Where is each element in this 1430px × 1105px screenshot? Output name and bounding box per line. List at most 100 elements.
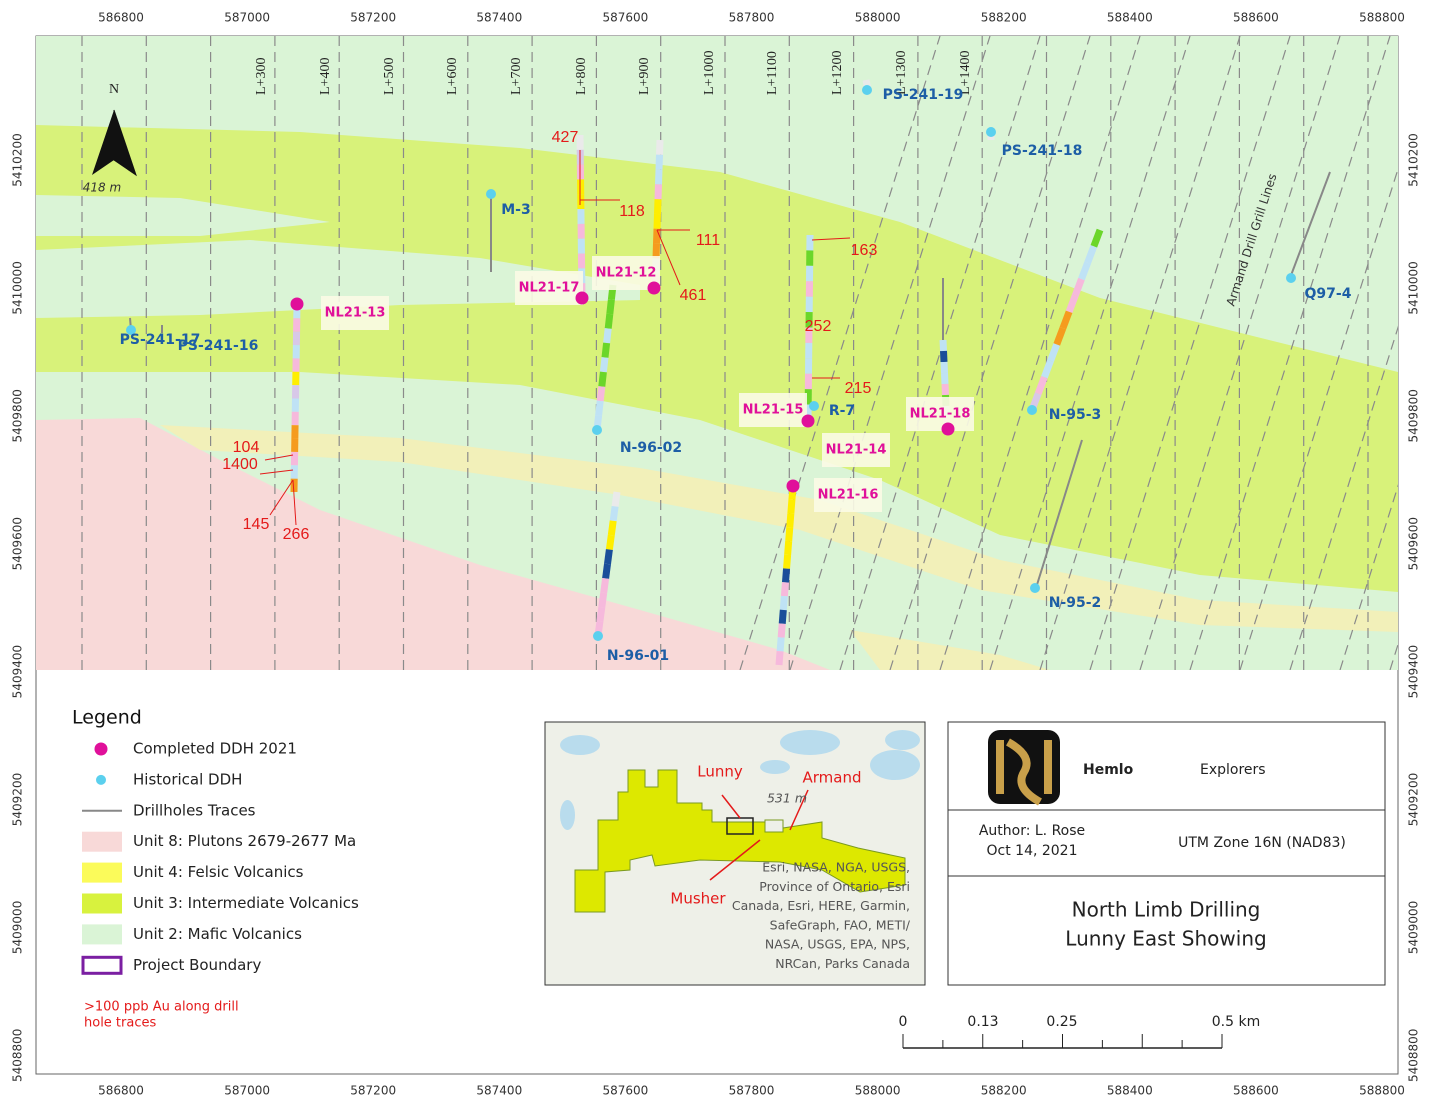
grill-line: [889, 36, 1091, 670]
assay-label: 118: [619, 203, 645, 220]
drillhole-segment: [862, 79, 871, 86]
historical-collar: [862, 85, 872, 95]
completed-collar: [647, 281, 661, 295]
legend-swatch: [81, 955, 123, 975]
drillhole-segment: [778, 609, 787, 624]
drillhole-segment: [1041, 359, 1054, 379]
drillhole-segment: [1065, 294, 1079, 314]
drillhole-segment: [786, 513, 795, 528]
x-coord-top: 587800: [729, 11, 775, 25]
logo-text: Explorers: [1200, 762, 1266, 778]
drillhole-segment: [940, 350, 948, 363]
unit-8-plutons: [36, 418, 830, 670]
author: Author: L. Rose: [979, 823, 1085, 839]
drillhole-segment: [598, 592, 608, 608]
drillhole-segment: [656, 139, 664, 155]
label-box: [906, 397, 974, 431]
assay-label: 252: [805, 318, 832, 335]
inset-water: [560, 735, 600, 755]
historical-collar: [809, 401, 819, 411]
drillhole-segment: [776, 637, 785, 652]
assay-label: 145: [243, 516, 270, 533]
drillhole-segment: [783, 554, 792, 569]
inset-project-area: [574, 769, 906, 913]
y-coord-left: 5409200: [11, 773, 25, 826]
legend-title: Legend: [72, 707, 142, 729]
grill-line: [989, 36, 1191, 670]
drillhole-segment: [604, 313, 614, 329]
completed-collar: [941, 422, 955, 436]
y-coord-left: 5408800: [11, 1029, 25, 1082]
x-coord-top: 587200: [350, 11, 396, 25]
leader-line: [656, 229, 681, 286]
drillhole-segment: [607, 520, 617, 536]
inset-water: [560, 800, 575, 830]
legend-note: >100 ppb Au along drill: [84, 1000, 239, 1015]
drillhole-segment: [1090, 228, 1104, 248]
label-box: [822, 433, 890, 467]
line-label: L+1400: [958, 51, 973, 95]
unit-3-intermediate: [36, 125, 1398, 592]
line-label: L+500: [382, 58, 397, 95]
drillhole-segment: [785, 527, 794, 542]
y-coord-right: 5409400: [1407, 645, 1421, 698]
drillhole-segment: [605, 534, 615, 551]
historical-collar: [486, 189, 496, 199]
y-coord-right: 5410200: [1407, 133, 1421, 186]
label-box: [814, 478, 882, 512]
legend-swatch: [82, 924, 122, 945]
inset-water: [870, 750, 920, 780]
x-coord-top: 586800: [98, 11, 144, 25]
drillhole-segment: [611, 491, 621, 507]
legend-swatch: [94, 742, 108, 756]
line-label: L+1300: [894, 51, 909, 95]
completed-collar: [801, 414, 815, 428]
drillhole-segment: [787, 499, 796, 514]
x-coord-bottom: 587600: [602, 1084, 648, 1098]
line-label: L+1200: [830, 51, 845, 95]
inset-leader: [789, 789, 809, 831]
drillhole-segment: [775, 650, 784, 666]
historical-collar: [986, 127, 996, 137]
label-box: [321, 296, 389, 330]
legend-item: Drillholes Traces: [133, 801, 256, 819]
y-coord-left: 5409400: [11, 645, 25, 698]
inset-attribution: Esri, NASA, NGA, USGS,: [762, 860, 910, 875]
drillhole-segment: [606, 299, 615, 315]
assay-label: 461: [680, 287, 707, 304]
drillhole-segment: [599, 357, 609, 373]
scale-label: 0.5 km: [1212, 1014, 1260, 1030]
map-title: Lunny East Showing: [1065, 927, 1266, 951]
completed-hole-label: NL21-12: [596, 266, 657, 281]
map-body: [36, 36, 1398, 670]
legend-swatch: [82, 862, 122, 883]
leader-line: [811, 237, 851, 241]
historical-collar: [592, 425, 602, 435]
assay-label: 427: [552, 129, 579, 146]
scale-label: 0.25: [1046, 1014, 1077, 1030]
line-label: L+600: [445, 58, 460, 95]
grill-line: [1039, 36, 1241, 670]
inset-leader: [709, 839, 761, 881]
x-coord-bottom: 587800: [729, 1084, 775, 1098]
x-coord-top: 587000: [224, 11, 270, 25]
grill-line: [789, 36, 991, 670]
unit-4-felsic: [850, 630, 1050, 670]
assay-label: 1400: [222, 456, 258, 473]
inset-attribution: NRCan, Parks Canada: [775, 956, 910, 971]
assay-label: 104: [233, 439, 260, 456]
leader-line: [264, 454, 294, 461]
completed-collar: [575, 291, 589, 305]
inset-label: Armand: [803, 769, 862, 787]
legend-item: Unit 4: Felsic Volcanics: [133, 863, 304, 881]
x-coord-top: 587600: [602, 11, 648, 25]
grill-line: [839, 36, 1041, 670]
legend-item: Historical DDH: [133, 770, 242, 788]
legend-swatch: [96, 774, 106, 785]
drillhole-segment: [780, 582, 789, 597]
y-coord-left: 5410000: [11, 261, 25, 314]
historical-hole-label: PS-241-18: [1002, 143, 1083, 159]
logo-mark: [996, 738, 1052, 806]
drillhole-segment: [601, 342, 611, 358]
historical-hole-label: PS-241-16: [178, 338, 259, 354]
